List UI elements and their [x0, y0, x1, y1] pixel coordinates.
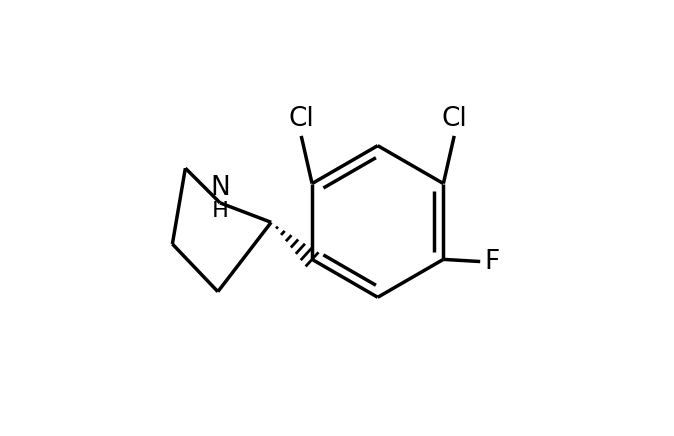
Text: F: F: [485, 249, 500, 275]
Text: H: H: [212, 201, 228, 221]
Text: Cl: Cl: [288, 106, 314, 132]
Text: N: N: [210, 175, 230, 201]
Text: Cl: Cl: [441, 106, 467, 132]
